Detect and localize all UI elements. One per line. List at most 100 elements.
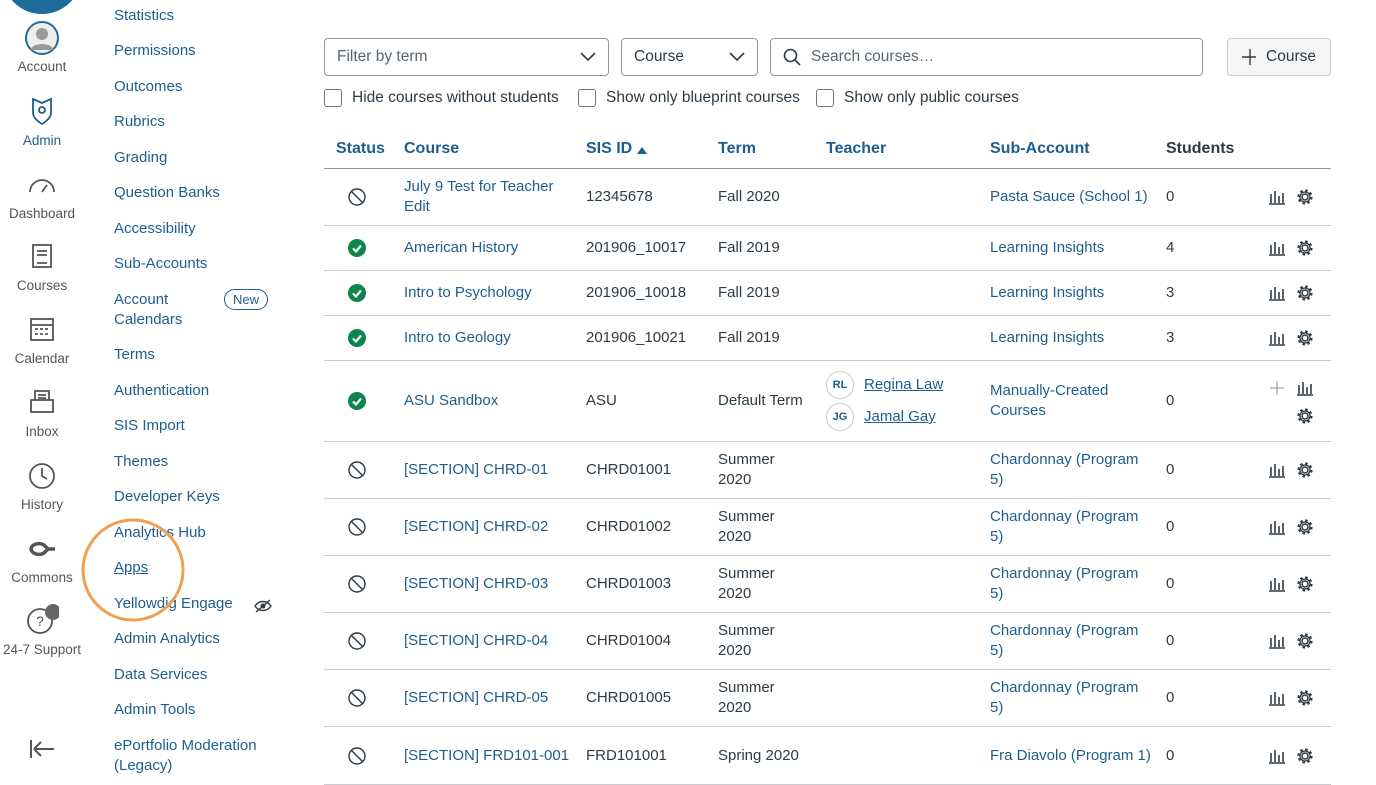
status-cell [348,613,368,669]
course-name[interactable]: Intro to Psychology [404,284,532,301]
global-nav-item[interactable]: Calendar [0,313,84,366]
account-nav-item[interactable]: Authentication [114,373,284,409]
term: Summer 2020 [718,508,775,545]
course-name[interactable]: [SECTION] CHRD-04 [404,632,549,649]
course-name[interactable]: Intro to Geology [404,329,511,346]
course-name[interactable]: ASU Sandbox [404,392,499,409]
sub-account[interactable]: Fra Diavolo (Program 1) [990,746,1151,764]
student-count: 4 [1166,239,1175,256]
checkbox[interactable]: Hide courses without students [324,89,559,107]
account-nav-item[interactable]: Permissions [114,34,284,70]
checkbox-box[interactable] [324,89,342,107]
account-nav-item[interactable]: Outcomes [114,69,284,105]
checkbox[interactable]: Show only public courses [816,89,1019,107]
global-nav-item[interactable]: Admin [0,95,84,148]
global-nav-item[interactable]: History [0,459,84,512]
global-nav-item[interactable]: Courses [0,240,84,293]
column-header[interactable]: Course [404,140,460,157]
checkbox[interactable]: Show only blueprint courses [578,89,800,107]
account-nav-item[interactable]: Developer Keys [114,480,284,516]
teacher-name[interactable]: Regina Law [864,376,944,393]
sub-account[interactable]: Chardonnay (Program 5) [990,508,1139,545]
column-header[interactable]: Teacher [826,140,887,157]
brand-logo[interactable] [0,0,84,20]
account-nav-item[interactable]: Rubrics [114,105,284,141]
course-name[interactable]: [SECTION] CHRD-03 [404,575,549,592]
account-nav-item[interactable]: Question Banks [114,176,284,212]
account-nav-item[interactable]: Statistics [114,0,284,34]
unpublished-icon [348,746,366,765]
chevron [729,52,745,62]
course-cell: Intro to Psychology [404,271,574,315]
course-cell: [SECTION] CHRD-02 [404,499,574,555]
sub-account[interactable]: Chardonnay (Program 5) [990,679,1139,716]
sis-cell: CHRD01003 [586,556,706,612]
global-nav-item[interactable]: Dashboard [0,168,84,221]
add-course-label: Course [1266,48,1316,65]
svg-text:?: ? [36,613,44,629]
course-row: American History 201906_10017 Fall 2019 Lea… [324,226,1331,271]
course-name[interactable]: [SECTION] CHRD-01 [404,461,549,478]
type-select[interactable]: Course [621,38,758,76]
sub-account[interactable]: Pasta Sauce (School 1) [990,188,1148,205]
account-nav-item[interactable]: ePortfolio Moderation (Legacy) [114,728,284,784]
account-nav-item[interactable]: Data Services [114,657,284,693]
column-header[interactable]: Status [336,140,385,157]
account-nav-item[interactable]: Themes [114,444,284,480]
account-nav-item[interactable]: Yellowdig Engage [114,586,284,622]
settings-icon [1296,407,1314,425]
checkbox-box[interactable] [816,89,834,107]
global-nav-item[interactable]: Account [0,21,84,74]
global-nav-item[interactable]: Inbox [0,386,84,439]
settings-icon-svg [1297,690,1313,706]
course-name[interactable]: [SECTION] CHRD-02 [404,518,549,535]
sub-account[interactable]: Learning Insights [990,284,1105,301]
account-nav-item[interactable]: Grading [114,140,284,176]
sis-cell: ASU [586,361,706,441]
global-nav-icon: ? [27,604,59,634]
students-cell: 0 [1166,556,1226,612]
account-nav-item[interactable]: Admin Analytics [114,622,284,658]
course-name[interactable]: [SECTION] FRD101-001 [404,746,570,764]
global-nav-icon [29,179,55,193]
sub-account[interactable]: Chardonnay (Program 5) [990,622,1139,659]
checkbox-box[interactable] [578,89,596,107]
sub-account[interactable]: Learning Insights [990,329,1105,346]
unpublished-icon-svg [348,632,366,650]
column-header[interactable]: Sub-Account [990,140,1090,157]
column-header[interactable]: Term [718,140,756,157]
course-name[interactable]: July 9 Test for Teacher Edit [404,178,554,215]
sub-account[interactable]: Chardonnay (Program 5) [990,451,1139,488]
global-nav-label: Admin [22,133,62,148]
account-nav-item[interactable]: Admin Tools [114,693,284,729]
global-nav-item[interactable]: ? 24-7 Support [0,604,84,657]
account-nav-item[interactable]: Analytics Hub [114,515,284,551]
collapse-nav[interactable] [28,738,56,760]
published-icon [348,392,366,410]
settings-icon-svg [1297,240,1313,256]
course-name[interactable]: [SECTION] CHRD-05 [404,689,549,706]
sub-account[interactable]: Learning Insights [990,239,1105,256]
account-nav-item[interactable]: Apps [114,551,284,587]
account-nav-item[interactable]: Terms [114,338,284,374]
account-nav-item[interactable]: SIS Import [114,409,284,445]
term-filter[interactable]: Filter by term [324,38,609,76]
sub-account[interactable]: Manually-Created Courses [990,382,1109,419]
course-name[interactable]: American History [404,239,519,256]
sub-account-cell: Fra Diavolo (Program 1) [990,727,1155,784]
checkbox-label: Hide courses without students [352,89,559,106]
account-nav-item[interactable]: Sub-Accounts [114,247,284,283]
term-cell: Summer 2020 [718,499,803,555]
unpublished-icon [348,461,366,479]
account-nav-item[interactable]: Accessibility [114,211,284,247]
search-input[interactable]: Search courses… [770,38,1203,76]
add-course-button[interactable]: Course [1227,38,1331,76]
term-cell: Fall 2019 [718,226,803,270]
teacher-name[interactable]: Jamal Gay [864,408,936,425]
account-nav-item[interactable]: Account Calendars New [114,282,284,338]
sub-account[interactable]: Chardonnay (Program 5) [990,565,1139,602]
header-rule [324,168,1331,169]
sub-account-cell: Learning Insights [990,271,1155,315]
column-header[interactable]: SIS ID [586,140,633,157]
global-nav-item[interactable]: Commons [0,532,84,585]
